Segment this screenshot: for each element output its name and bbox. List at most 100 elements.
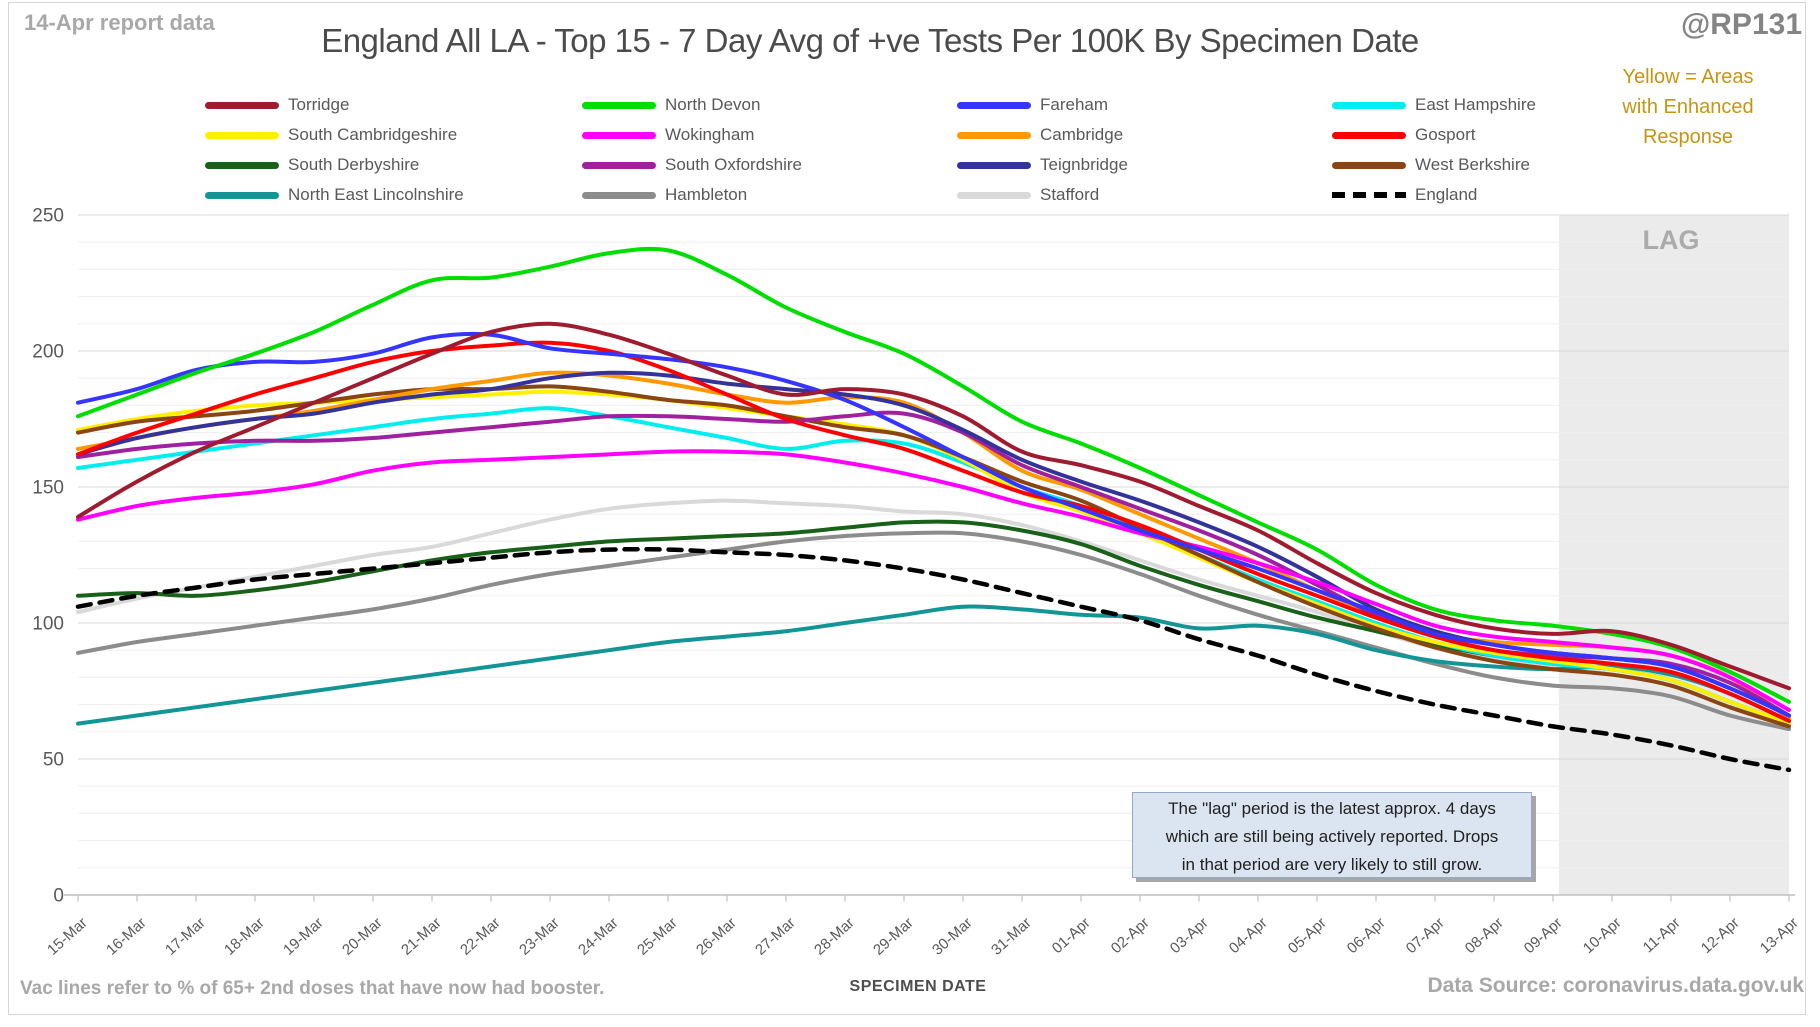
x-tick-label: 13-Apr bbox=[1757, 914, 1802, 957]
series-line-stafford bbox=[76, 498, 1791, 729]
legend-item-gosport: Gosport bbox=[1332, 125, 1707, 145]
x-tick-label: 31-Mar bbox=[988, 914, 1035, 958]
legend-item-west-berkshire: West Berkshire bbox=[1332, 155, 1707, 175]
x-tick-label: 07-Apr bbox=[1403, 914, 1448, 957]
legend-item-north-east-lincolnshire: North East Lincolnshire bbox=[205, 185, 582, 205]
legend-label: Wokingham bbox=[665, 125, 755, 144]
y-tick-label: 250 bbox=[32, 206, 64, 227]
x-tick-label: 17-Mar bbox=[162, 914, 209, 958]
x-tick-labels: 15-Mar 16-Mar 17-Mar 18-Mar 19-Mar 20-Mar 21-M… bbox=[44, 914, 1802, 958]
x-tick-label: 10-Apr bbox=[1580, 914, 1625, 957]
chart-legend: Torridge North Devon Fareham East Hampshire… bbox=[205, 90, 1707, 210]
legend-item-teignbridge: Teignbridge bbox=[957, 155, 1332, 175]
legend-item-stafford: Stafford bbox=[957, 185, 1332, 205]
x-tick-label: 28-Mar bbox=[811, 914, 858, 958]
lag-note-line-1: The "lag" period is the latest approx. 4… bbox=[1168, 799, 1496, 818]
data-source: Data Source: coronavirus.data.gov.uk bbox=[1427, 974, 1804, 997]
enhanced-note-line-1: Yellow = Areas bbox=[1622, 66, 1754, 88]
x-tick-label: 05-Apr bbox=[1285, 914, 1330, 957]
x-tick-label: 08-Apr bbox=[1462, 914, 1507, 957]
legend-item-hambleton: Hambleton bbox=[582, 185, 957, 205]
y-gridlines bbox=[78, 214, 1789, 869]
x-tick-label: 24-Mar bbox=[575, 914, 622, 958]
legend-item-fareham: Fareham bbox=[957, 95, 1332, 115]
x-tick-label: 15-Mar bbox=[44, 914, 91, 958]
series-line-gosport bbox=[76, 340, 1791, 723]
legend-swatch-icon bbox=[1332, 161, 1406, 169]
enhanced-note-line-2: with Enhanced bbox=[1622, 96, 1754, 118]
lag-note-line-2: which are still being actively reported.… bbox=[1165, 827, 1499, 846]
x-tick-label: 21-Mar bbox=[398, 914, 445, 958]
legend-label: Fareham bbox=[1040, 95, 1109, 114]
legend-label: West Berkshire bbox=[1415, 155, 1530, 174]
x-tick-label: 26-Mar bbox=[693, 914, 740, 958]
report-date-note: 14-Apr report data bbox=[24, 10, 215, 35]
x-tick-label: 04-Apr bbox=[1226, 914, 1271, 957]
legend-swatch-icon bbox=[957, 101, 1031, 109]
legend-item-north-devon: North Devon bbox=[582, 95, 957, 115]
series-line-hambleton bbox=[76, 530, 1791, 732]
enhanced-response-note: Yellow = Areas with Enhanced Response bbox=[1588, 62, 1788, 152]
x-tick-label: 20-Mar bbox=[339, 914, 386, 958]
x-axis-ticks bbox=[77, 895, 1790, 902]
series-line-torridge bbox=[76, 321, 1791, 691]
series-line-england bbox=[75, 546, 1792, 773]
legend-swatch-icon bbox=[582, 101, 656, 109]
lag-label: LAG bbox=[1643, 225, 1700, 255]
y-tick-label: 50 bbox=[43, 750, 64, 771]
x-tick-label: 12-Apr bbox=[1698, 914, 1743, 957]
legend-swatch-icon bbox=[957, 191, 1031, 199]
legend-label: Torridge bbox=[288, 95, 350, 114]
legend-label: Stafford bbox=[1040, 185, 1100, 204]
legend-swatch-icon bbox=[582, 191, 656, 199]
legend-swatch-icon bbox=[1332, 131, 1406, 139]
chart-title: England All LA - Top 15 - 7 Day Avg of +… bbox=[321, 22, 1419, 59]
x-tick-label: 06-Apr bbox=[1344, 914, 1389, 957]
legend-item-wokingham: Wokingham bbox=[582, 125, 957, 145]
legend-label: England bbox=[1415, 185, 1478, 204]
series-line-east-hampshire bbox=[76, 406, 1791, 726]
legend-swatch-icon bbox=[1332, 101, 1406, 109]
legend-item-cambridge: Cambridge bbox=[957, 125, 1332, 145]
x-axis-title: SPECIMEN DATE bbox=[849, 978, 987, 995]
series-line-wokingham bbox=[76, 449, 1791, 712]
legend-swatch-icon bbox=[957, 131, 1031, 139]
legend-label: East Hampshire bbox=[1415, 95, 1536, 114]
lag-region bbox=[1558, 215, 1789, 895]
series-line-north-devon bbox=[76, 246, 1791, 704]
legend-swatch-icon bbox=[205, 131, 279, 139]
x-tick-label: 22-Mar bbox=[457, 914, 504, 958]
y-tick-label: 0 bbox=[53, 886, 64, 907]
x-tick-label: 01-Apr bbox=[1049, 914, 1094, 957]
x-tick-label: 30-Mar bbox=[929, 914, 976, 958]
legend-swatch-icon bbox=[582, 161, 656, 169]
enhanced-note-line-3: Response bbox=[1642, 126, 1734, 148]
legend-label: North Devon bbox=[665, 95, 761, 114]
author-handle: @RP131 bbox=[1681, 8, 1802, 41]
series-line-north-east-lincolnshire bbox=[76, 604, 1791, 726]
legend-item-south-cambridgeshire: South Cambridgeshire bbox=[205, 125, 582, 145]
lag-explanation-box: The "lag" period is the latest approx. 4… bbox=[1132, 792, 1532, 878]
legend-item-east-hampshire: East Hampshire bbox=[1332, 95, 1707, 115]
legend-item-south-derbyshire: South Derbyshire bbox=[205, 155, 582, 175]
legend-swatch-icon bbox=[205, 161, 279, 169]
legend-item-south-oxfordshire: South Oxfordshire bbox=[582, 155, 957, 175]
series-lines bbox=[75, 246, 1792, 773]
legend-item-england: England bbox=[1332, 185, 1707, 205]
x-tick-label: 29-Mar bbox=[870, 914, 917, 958]
legend-swatch-icon bbox=[1332, 192, 1406, 198]
x-tick-label: 11-Apr bbox=[1640, 914, 1684, 956]
legend-label: Cambridge bbox=[1040, 125, 1124, 144]
legend-label: North East Lincolnshire bbox=[288, 185, 464, 204]
x-tick-label: 09-Apr bbox=[1521, 914, 1566, 957]
x-tick-label: 18-Mar bbox=[221, 914, 268, 958]
x-tick-label: 02-Apr bbox=[1108, 914, 1153, 957]
legend-swatch-icon bbox=[582, 131, 656, 139]
series-line-west-berkshire bbox=[76, 384, 1791, 729]
series-line-fareham bbox=[76, 331, 1791, 718]
y-tick-label: 200 bbox=[32, 342, 64, 363]
legend-label: Teignbridge bbox=[1040, 155, 1128, 174]
legend-label: Hambleton bbox=[665, 185, 748, 204]
